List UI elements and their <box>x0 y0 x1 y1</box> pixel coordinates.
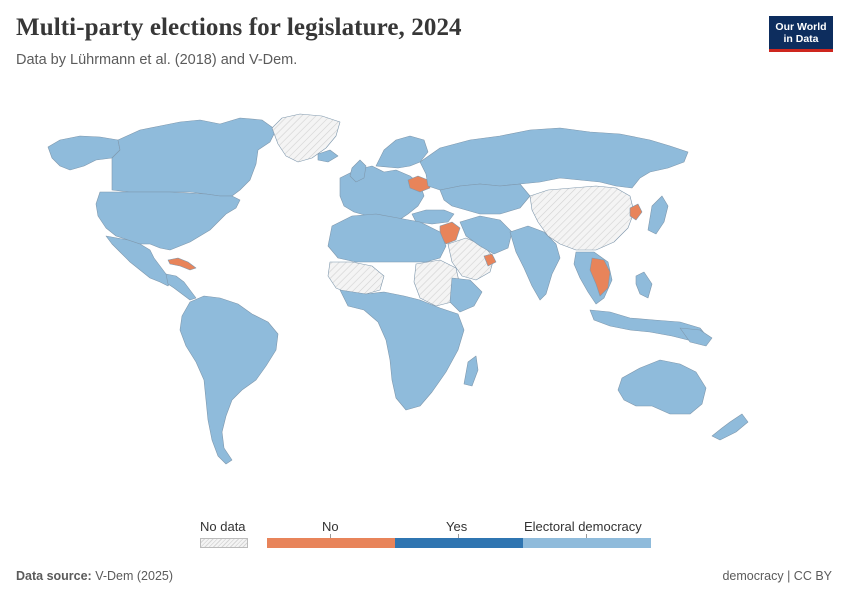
country-uae[interactable] <box>483 253 497 267</box>
legend-tick-electoral-democracy <box>586 534 587 538</box>
legend-electoral-democracy-label: Electoral democracy <box>524 519 642 534</box>
country-russia[interactable] <box>419 127 689 191</box>
logo-line-1: Our World <box>775 21 827 33</box>
country-australia[interactable] <box>617 359 707 415</box>
country-north-africa[interactable] <box>327 213 447 263</box>
country-north-korea[interactable] <box>629 203 643 221</box>
owid-logo[interactable]: Our World in Data <box>769 16 833 52</box>
country-china[interactable] <box>529 185 635 251</box>
country-west-central-africa[interactable] <box>339 289 465 411</box>
legend-yes-label: Yes <box>446 519 468 534</box>
country-usa[interactable] <box>95 191 241 251</box>
country-iran[interactable] <box>459 215 513 255</box>
legend-no-swatch[interactable] <box>267 538 395 548</box>
legend-no-data-label: No data <box>200 519 246 534</box>
country-south-america[interactable] <box>179 295 279 465</box>
country-japan[interactable] <box>647 195 669 235</box>
data-source-link[interactable]: V-Dem (2025) <box>95 569 174 583</box>
data-source: Data source: V-Dem (2025) <box>16 569 173 583</box>
country-central-america[interactable] <box>165 273 197 301</box>
country-iceland[interactable] <box>317 149 339 163</box>
legend-yes-swatch[interactable] <box>395 538 523 548</box>
country-saudi-arabia[interactable] <box>447 237 495 281</box>
chart-subtitle: Data by Lührmann et al. (2018) and V-Dem… <box>16 52 298 68</box>
country-vietnam-laos[interactable] <box>589 257 611 297</box>
legend-no-data-swatch[interactable] <box>200 538 248 548</box>
country-greenland[interactable] <box>271 113 341 163</box>
footer-license[interactable]: democracy | CC BY <box>722 569 832 583</box>
logo-line-2: in Data <box>783 33 819 45</box>
country-india[interactable] <box>509 225 561 301</box>
chart-title: Multi-party elections for legislature, 2… <box>16 14 462 41</box>
country-madagascar[interactable] <box>463 355 479 387</box>
country-belarus[interactable] <box>407 175 431 193</box>
country-canada[interactable] <box>111 117 277 197</box>
legend-tick-no <box>330 534 331 538</box>
country-papua[interactable] <box>679 327 713 347</box>
country-horn-africa[interactable] <box>449 277 483 313</box>
data-source-label: Data source: <box>16 569 92 583</box>
country-cuba[interactable] <box>167 257 197 271</box>
country-europe-west[interactable] <box>339 165 425 223</box>
country-philippines[interactable] <box>635 271 653 299</box>
country-scandinavia[interactable] <box>375 135 429 169</box>
legend-no-label: No <box>322 519 339 534</box>
country-sahara-nodata[interactable] <box>327 261 385 295</box>
legend-electoral-democracy-swatch[interactable] <box>523 538 651 548</box>
country-central-asia[interactable] <box>439 183 531 215</box>
country-alaska[interactable] <box>47 135 121 171</box>
country-new-zealand[interactable] <box>711 413 749 441</box>
country-uk[interactable] <box>349 159 367 183</box>
legend-tick-yes <box>458 534 459 538</box>
